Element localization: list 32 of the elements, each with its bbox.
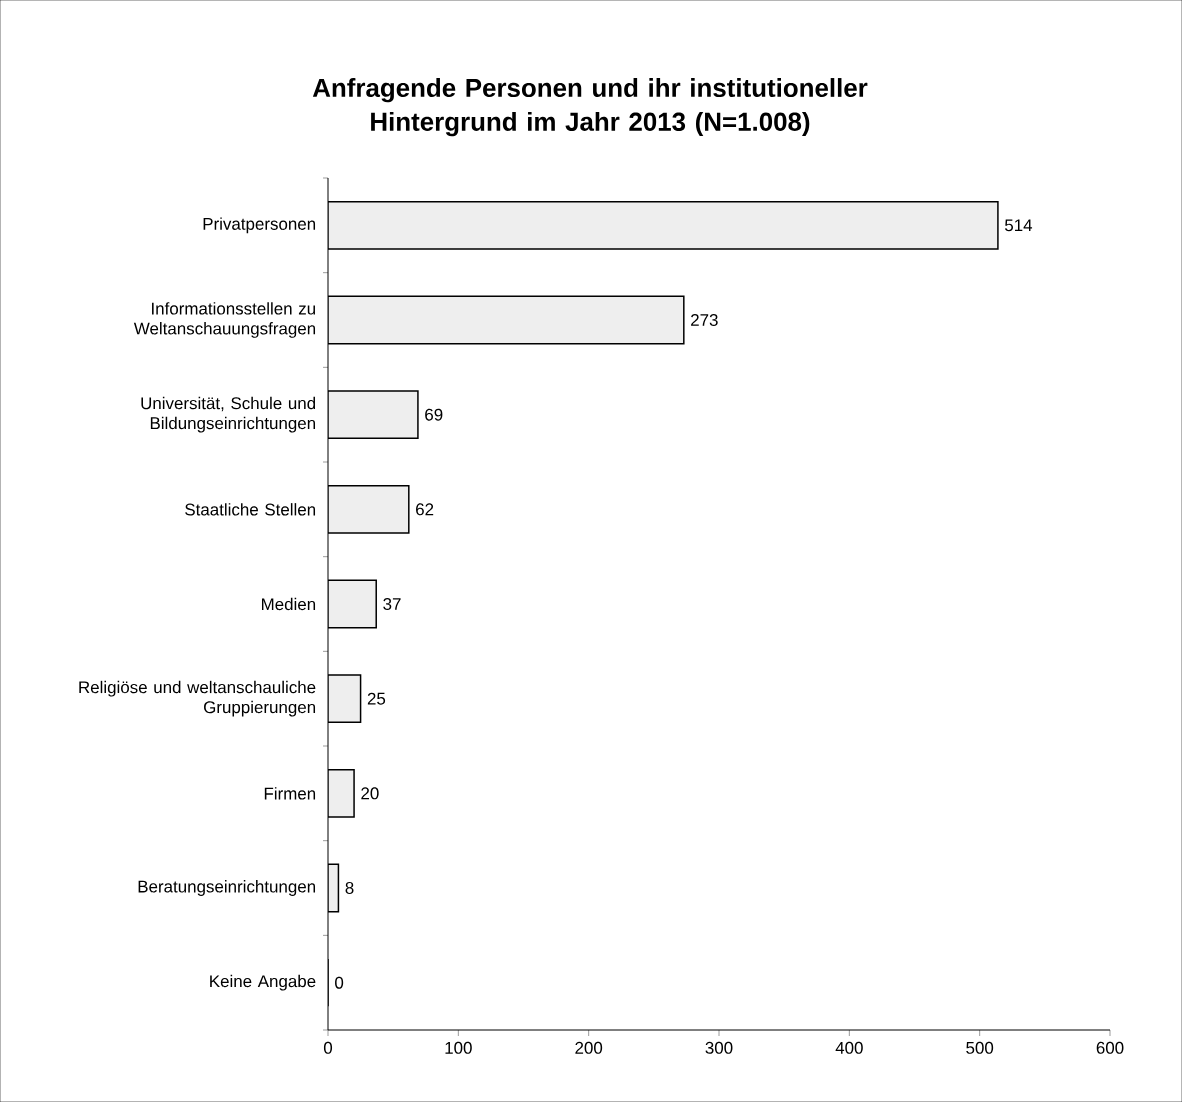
- x-tick-label: 600: [1096, 1041, 1124, 1054]
- y-tick-label: Firmen: [264, 787, 316, 800]
- y-tick-label: Informationsstellen zu Weltanschauungsfragen: [133, 302, 316, 338]
- data-label: 69: [425, 408, 443, 421]
- data-label: 514: [1004, 219, 1033, 232]
- data-label: 273: [691, 314, 718, 327]
- bar: [328, 200, 999, 250]
- data-label: 20: [361, 787, 379, 800]
- chart-title: Anfragende Personen und ihr institutioneller Hintergrund im Jahr 2013 (N=1.008): [312, 78, 868, 137]
- data-label: 8: [345, 882, 354, 895]
- bar: [328, 484, 410, 534]
- y-tick-label: Staatliche Stellen: [185, 503, 316, 516]
- x-tick-label: 300: [705, 1041, 733, 1054]
- bar: [328, 579, 377, 629]
- y-tick-label: Medien: [261, 597, 316, 611]
- bar: [328, 674, 362, 724]
- x-tick-label: 500: [966, 1041, 994, 1054]
- bar: [328, 295, 685, 345]
- y-tick-label: Privatpersonen: [203, 217, 316, 234]
- data-label: 37: [383, 598, 401, 611]
- x-tick-label: 400: [835, 1041, 863, 1054]
- x-tick-label: 0: [323, 1041, 333, 1054]
- x-tick-label: 100: [445, 1041, 472, 1054]
- y-tick-label: Religiöse und weltanschauliche Gruppierungen: [79, 680, 316, 717]
- data-label: 25: [367, 692, 386, 705]
- x-tick-label: 200: [575, 1041, 603, 1054]
- data-label: 62: [416, 503, 434, 516]
- data-label: 0: [335, 976, 344, 989]
- bar: [328, 390, 419, 440]
- y-tick-label: Keine Angabe: [210, 974, 316, 991]
- y-tick-label: Universität, Schule und Bildungseinrichtungen: [141, 396, 316, 433]
- y-tick-label: Beratungseinrichtungen: [138, 880, 316, 896]
